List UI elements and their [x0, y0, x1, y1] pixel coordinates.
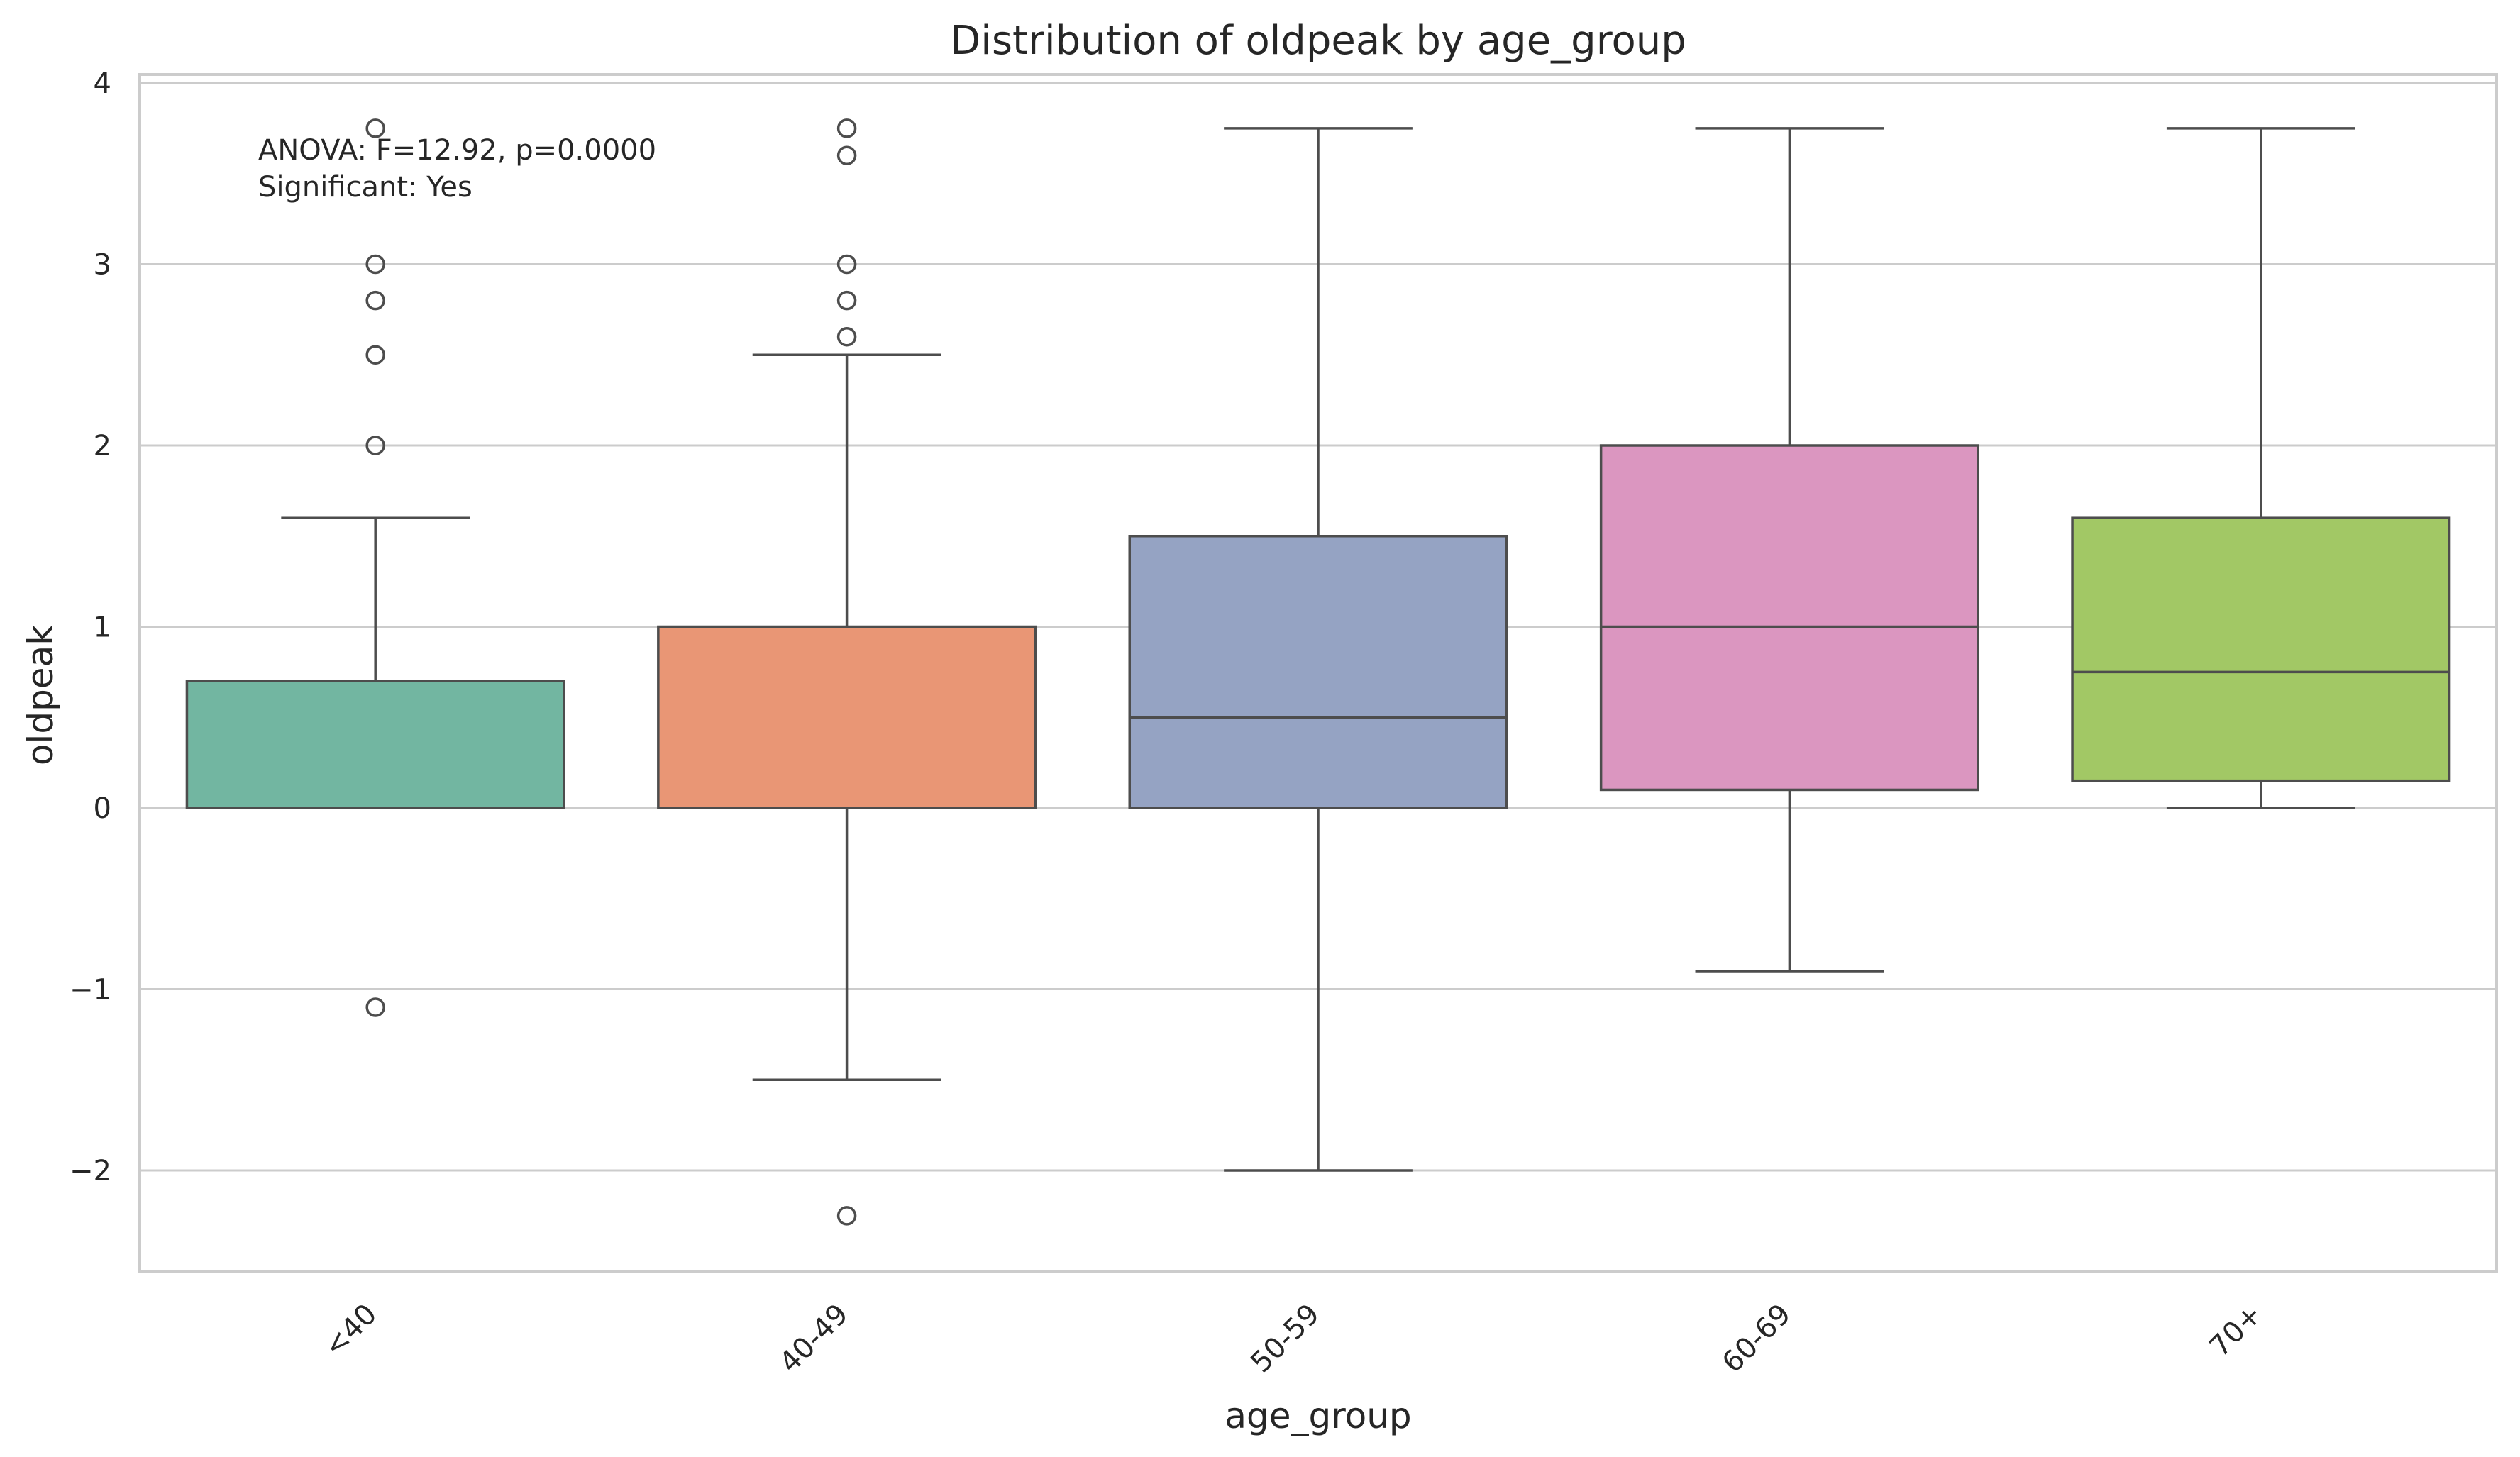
x-tick-label: 50-59 — [1244, 1298, 1326, 1380]
outlier-point — [836, 1206, 857, 1226]
y-tick-label: 2 — [94, 430, 111, 462]
box-iqr — [1599, 444, 1979, 792]
outlier-point — [836, 145, 857, 165]
y-axis-label: oldpeak — [20, 625, 61, 765]
outlier-point — [365, 254, 385, 275]
y-tick-label: 1 — [94, 611, 111, 644]
box-iqr — [1128, 535, 1508, 809]
box-group — [185, 118, 565, 1017]
box-group — [1128, 127, 1508, 1172]
outlier-point — [365, 436, 385, 455]
box-iqr — [2071, 516, 2451, 782]
plot-frame — [138, 73, 2498, 1273]
outlier-point — [836, 326, 857, 347]
box-iqr — [657, 625, 1037, 809]
y-tick-label: 3 — [94, 249, 111, 282]
x-tick-label: 70+ — [2204, 1298, 2269, 1363]
box-iqr — [185, 680, 565, 809]
outlier-point — [836, 118, 857, 138]
y-tick-label: −1 — [70, 974, 111, 1007]
outlier-point — [365, 345, 385, 365]
box-group — [2071, 127, 2451, 809]
y-tick-label: 4 — [94, 67, 111, 100]
outlier-point — [365, 118, 385, 138]
x-tick-labels: <40 40-49 50-59 60-69 70+ — [318, 1298, 2269, 1380]
significance-annotation: Significant: Yes — [258, 171, 472, 204]
x-tick-label: <40 — [318, 1298, 383, 1363]
outlier-point — [365, 997, 385, 1017]
x-tick-label: 40-49 — [773, 1298, 855, 1380]
boxes — [185, 118, 2451, 1226]
x-axis-label: age_group — [1225, 1395, 1411, 1436]
chart-title: Distribution of oldpeak by age_group — [950, 18, 1686, 64]
y-tick-labels: −2 −1 0 1 2 3 4 — [70, 67, 111, 1187]
outlier-point — [836, 290, 857, 311]
y-tick-label: 0 — [94, 792, 111, 825]
anova-annotation: ANOVA: F=12.92, p=0.0000 — [258, 134, 656, 167]
y-tick-label: −2 — [70, 1155, 111, 1187]
x-tick-label: 60-69 — [1716, 1298, 1798, 1380]
box-group — [657, 118, 1037, 1226]
outlier-point — [365, 290, 385, 311]
box-group — [1599, 127, 1979, 973]
outlier-point — [836, 254, 857, 275]
